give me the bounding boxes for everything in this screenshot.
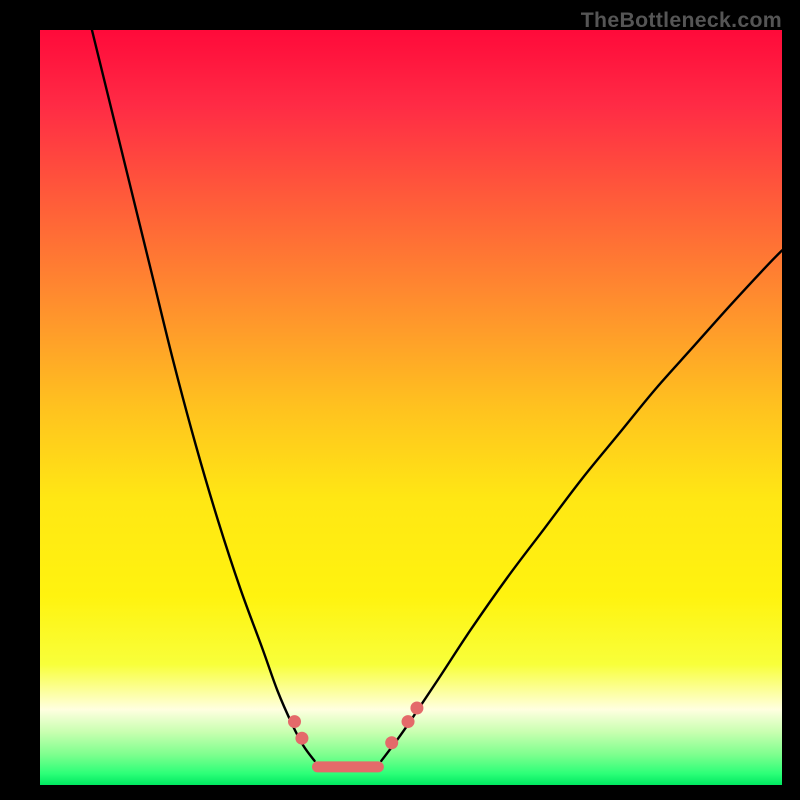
watermark-text: TheBottleneck.com bbox=[581, 8, 782, 33]
marker-dot bbox=[288, 715, 301, 728]
stage: TheBottleneck.com bbox=[0, 0, 800, 800]
marker-dot bbox=[295, 732, 308, 745]
curve-right bbox=[381, 250, 782, 760]
curve-layer bbox=[40, 30, 782, 785]
plot-area bbox=[40, 30, 782, 785]
marker-dot bbox=[385, 736, 398, 749]
marker-dot bbox=[410, 701, 423, 714]
marker-dot bbox=[402, 715, 415, 728]
curve-left bbox=[92, 30, 315, 761]
